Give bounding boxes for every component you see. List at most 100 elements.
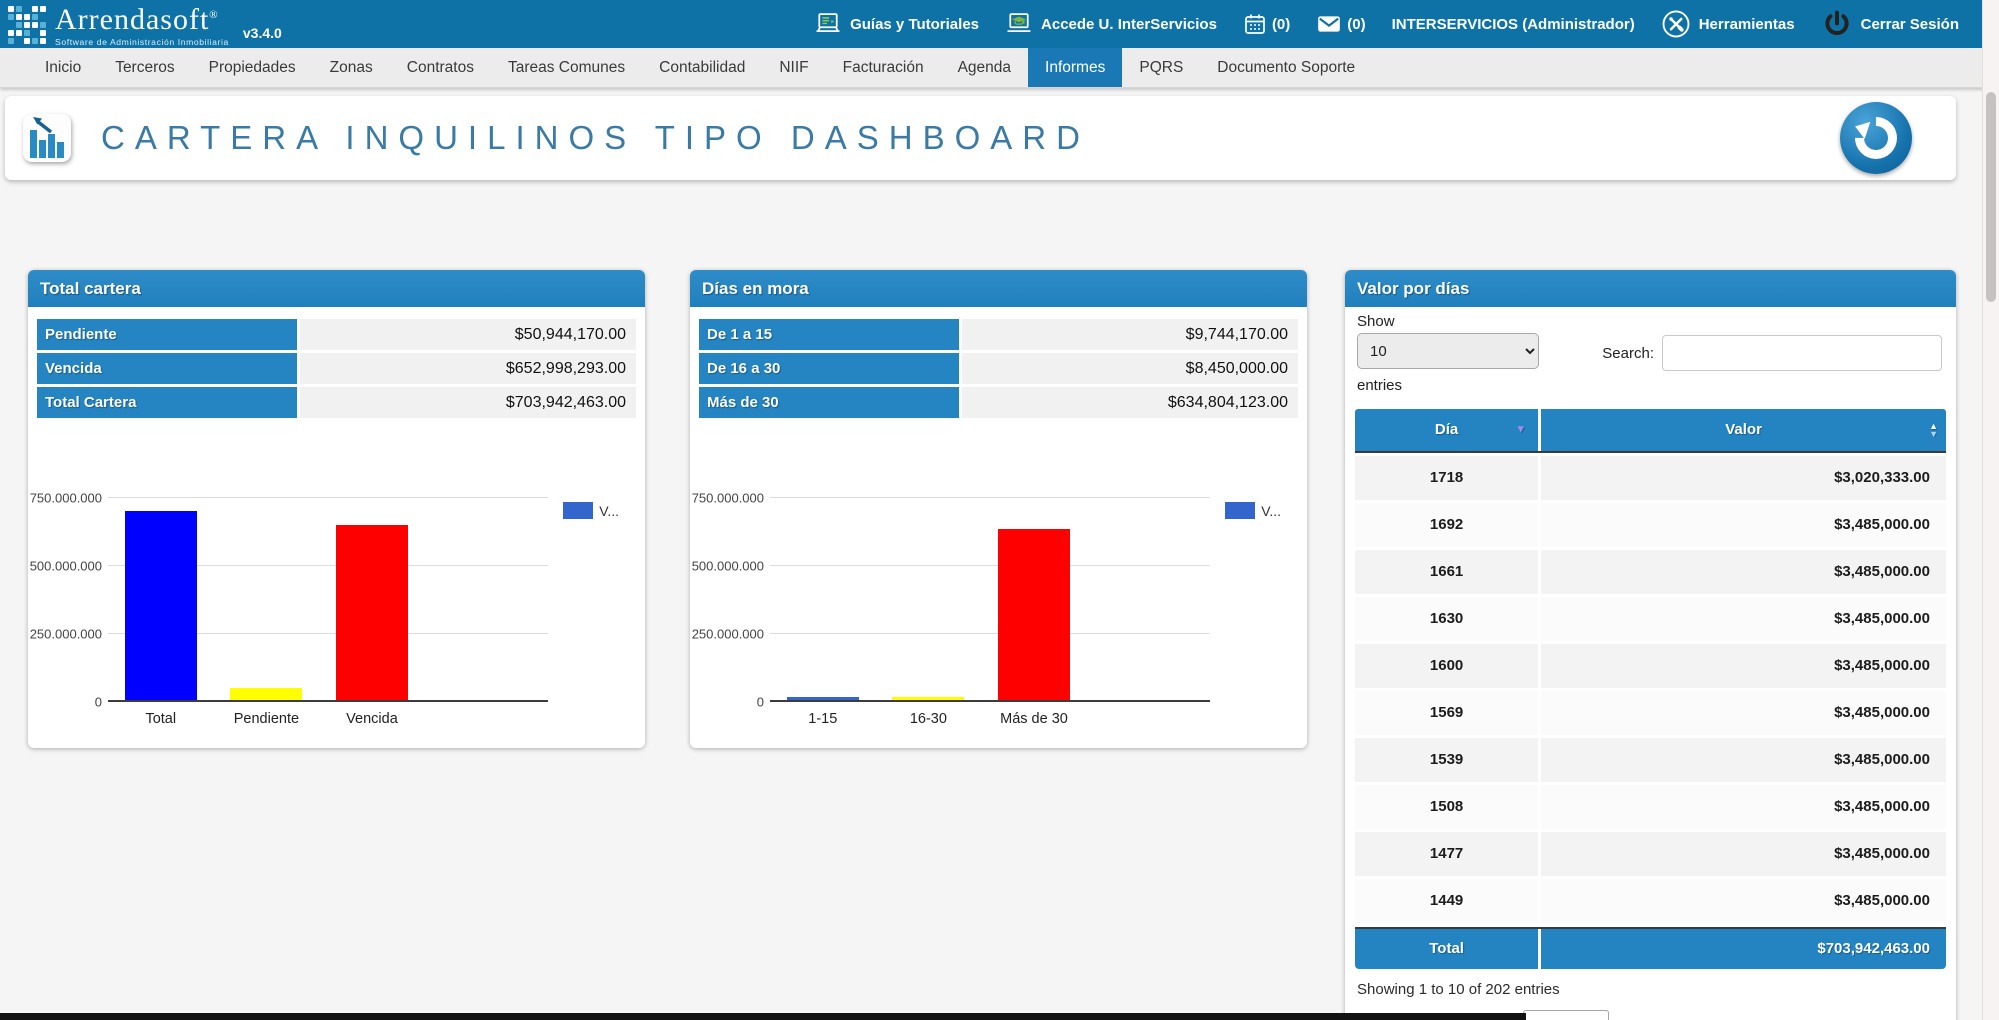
pagination-button-partial[interactable] (1523, 1010, 1609, 1020)
total-cartera-table: Pendiente $50,944,170.00 Vencida $652,998,2… (37, 319, 636, 418)
chart-gridline (770, 565, 1210, 567)
chart-gridline (770, 633, 1210, 635)
scrollbar-thumb[interactable] (1986, 92, 1996, 302)
nav-tab-tareas-comunes[interactable]: Tareas Comunes (507, 59, 626, 76)
nav-tab-pqrs[interactable]: PQRS (1139, 59, 1184, 76)
brand[interactable]: Arrendasoft® Software de Administración … (0, 1, 282, 47)
mail-notifications[interactable]: (0) (1316, 13, 1366, 35)
nav-tab-niif[interactable]: NIIF (779, 59, 809, 76)
valor-table-row[interactable]: 1600 $3,485,000.00 (1355, 644, 1946, 688)
search-control: Search: (1602, 335, 1942, 371)
panel-dias-en-mora: Días en mora De 1 a 15 $9,744,170.00 De 16… (690, 270, 1307, 748)
valor-table-row[interactable]: 1539 $3,485,000.00 (1355, 738, 1946, 782)
valor-table: Día ▼ Valor ▲ ▼ 1718 $3,020,333.00 1692 $3,4… (1355, 409, 1946, 969)
nav-tab-contabilidad[interactable]: Contabilidad (659, 59, 746, 76)
nav-tab-informes[interactable]: Informes (1028, 48, 1123, 87)
summary-row-label: Más de 30 (699, 387, 959, 418)
nav-tab-documento-soporte[interactable]: Documento Soporte (1217, 59, 1356, 76)
y-axis-tick-label: 500.000.000 (29, 558, 102, 574)
x-axis-tick-label: Más de 30 (1000, 711, 1068, 727)
envelope-icon (1318, 16, 1341, 32)
y-axis: 0 250.000.000 500.000.000 750.000.000 (690, 490, 770, 710)
interservices-link[interactable]: Accede U. InterServicios (1005, 12, 1217, 36)
main-nav: Inicio Terceros Propiedades Zonas Contratos T… (0, 48, 1999, 88)
scrollbar-track[interactable] (1982, 0, 1999, 1020)
x-axis: 1-15 16-30 Más de 30 (770, 702, 1087, 727)
search-input[interactable] (1662, 335, 1942, 371)
top-header: Arrendasoft® Software de Administración … (0, 0, 1999, 48)
bottom-window-edge (0, 1013, 1526, 1020)
table-info: Showing 1 to 10 of 202 entries (1357, 981, 1560, 998)
sort-both-icon: ▲ ▼ (1929, 421, 1938, 439)
tools-menu[interactable]: Herramientas (1661, 9, 1795, 39)
valor-table-row[interactable]: 1718 $3,020,333.00 (1355, 456, 1946, 500)
brand-text: Arrendasoft® Software de Administración … (55, 1, 229, 47)
bar-slot (108, 490, 214, 702)
summary-row: Más de 30 $634,804,123.00 (699, 387, 1298, 418)
calendar-icon (1245, 14, 1265, 34)
valor-cell: $3,485,000.00 (1541, 503, 1946, 547)
page-length-select[interactable]: 10 (1357, 333, 1539, 369)
valor-table-row[interactable]: 1508 $3,485,000.00 (1355, 785, 1946, 829)
nav-tab-inicio[interactable]: Inicio (45, 59, 82, 76)
dia-cell: 1718 (1355, 456, 1539, 500)
summary-row-label: Vencida (37, 353, 297, 384)
nav-tab-zonas[interactable]: Zonas (329, 59, 373, 76)
valor-table-row[interactable]: 1630 $3,485,000.00 (1355, 597, 1946, 641)
chart-gridline (108, 700, 548, 702)
chart-gridline (108, 633, 548, 635)
nav-tab-agenda[interactable]: Agenda (957, 59, 1012, 76)
nav-tab-terceros[interactable]: Terceros (115, 59, 175, 76)
back-button[interactable] (1840, 102, 1912, 174)
y-axis-tick-label: 0 (94, 694, 102, 710)
bar-slot (770, 490, 876, 702)
sort-desc-icon: ▼ (1515, 423, 1527, 436)
x-axis: Total Pendiente Vencida (108, 702, 425, 727)
arrendasoft-logo-icon (8, 6, 46, 45)
x-axis-tick-label: Total (145, 711, 177, 727)
panel-total-cartera: Total cartera Pendiente $50,944,170.00 Ven… (28, 270, 645, 748)
valor-table-row[interactable]: 1477 $3,485,000.00 (1355, 832, 1946, 876)
valor-table-row[interactable]: 1449 $3,485,000.00 (1355, 879, 1946, 923)
chart-gridline (108, 497, 548, 499)
chart-plot-area (770, 490, 1210, 702)
valor-table-row[interactable]: 1692 $3,485,000.00 (1355, 503, 1946, 547)
column-header-dia[interactable]: Día ▼ (1355, 409, 1539, 451)
logout-label: Cerrar Sesión (1860, 15, 1959, 33)
dia-cell: 1692 (1355, 503, 1539, 547)
user-account[interactable]: INTERSERVICIOS (Administrador) (1391, 15, 1635, 33)
power-icon (1825, 10, 1849, 36)
calendar-count: (0) (1271, 15, 1291, 33)
dias-en-mora-table: De 1 a 15 $9,744,170.00 De 16 a 30 $8,450,0… (699, 319, 1298, 418)
y-axis-tick-label: 250.000.000 (29, 626, 102, 642)
column-header-valor[interactable]: Valor ▲ ▼ (1541, 409, 1946, 451)
nav-tab-propiedades[interactable]: Propiedades (208, 59, 296, 76)
x-axis-tick-label: 16-30 (909, 711, 947, 727)
calendar-notifications[interactable]: (0) (1243, 12, 1290, 36)
valor-table-row[interactable]: 1661 $3,485,000.00 (1355, 550, 1946, 594)
nav-tab-contratos[interactable]: Contratos (406, 59, 474, 76)
summary-row: De 1 a 15 $9,744,170.00 (699, 319, 1298, 350)
panel-total-cartera-title: Total cartera (28, 270, 645, 307)
total-cartera-chart: 0 250.000.000 500.000.000 750.000.000 V... … (28, 490, 645, 727)
dias-en-mora-chart: 0 250.000.000 500.000.000 750.000.000 V... … (690, 490, 1307, 727)
app-version: v3.4.0 (242, 25, 282, 42)
valor-table-row[interactable]: 1569 $3,485,000.00 (1355, 691, 1946, 735)
dia-cell: 1630 (1355, 597, 1539, 641)
summary-row: Total Cartera $703,942,463.00 (37, 387, 636, 418)
summary-row-value: $50,944,170.00 (300, 319, 636, 350)
logout-button[interactable]: Cerrar Sesión (1821, 8, 1959, 40)
summary-row-label: Pendiente (37, 319, 297, 350)
bar-slot (981, 490, 1087, 702)
guides-link[interactable]: Guías y Tutoriales (814, 12, 979, 36)
bar-pendiente (230, 688, 303, 702)
guides-label: Guías y Tutoriales (850, 15, 980, 33)
legend-swatch (1225, 502, 1256, 519)
y-axis-tick-label: 500.000.000 (691, 558, 764, 574)
valor-cell: $3,485,000.00 (1541, 832, 1946, 876)
bar-1-15 (786, 697, 859, 702)
total-label: Total (1355, 929, 1539, 969)
summary-row-label: Total Cartera (37, 387, 297, 418)
nav-tab-facturación[interactable]: Facturación (842, 59, 924, 76)
